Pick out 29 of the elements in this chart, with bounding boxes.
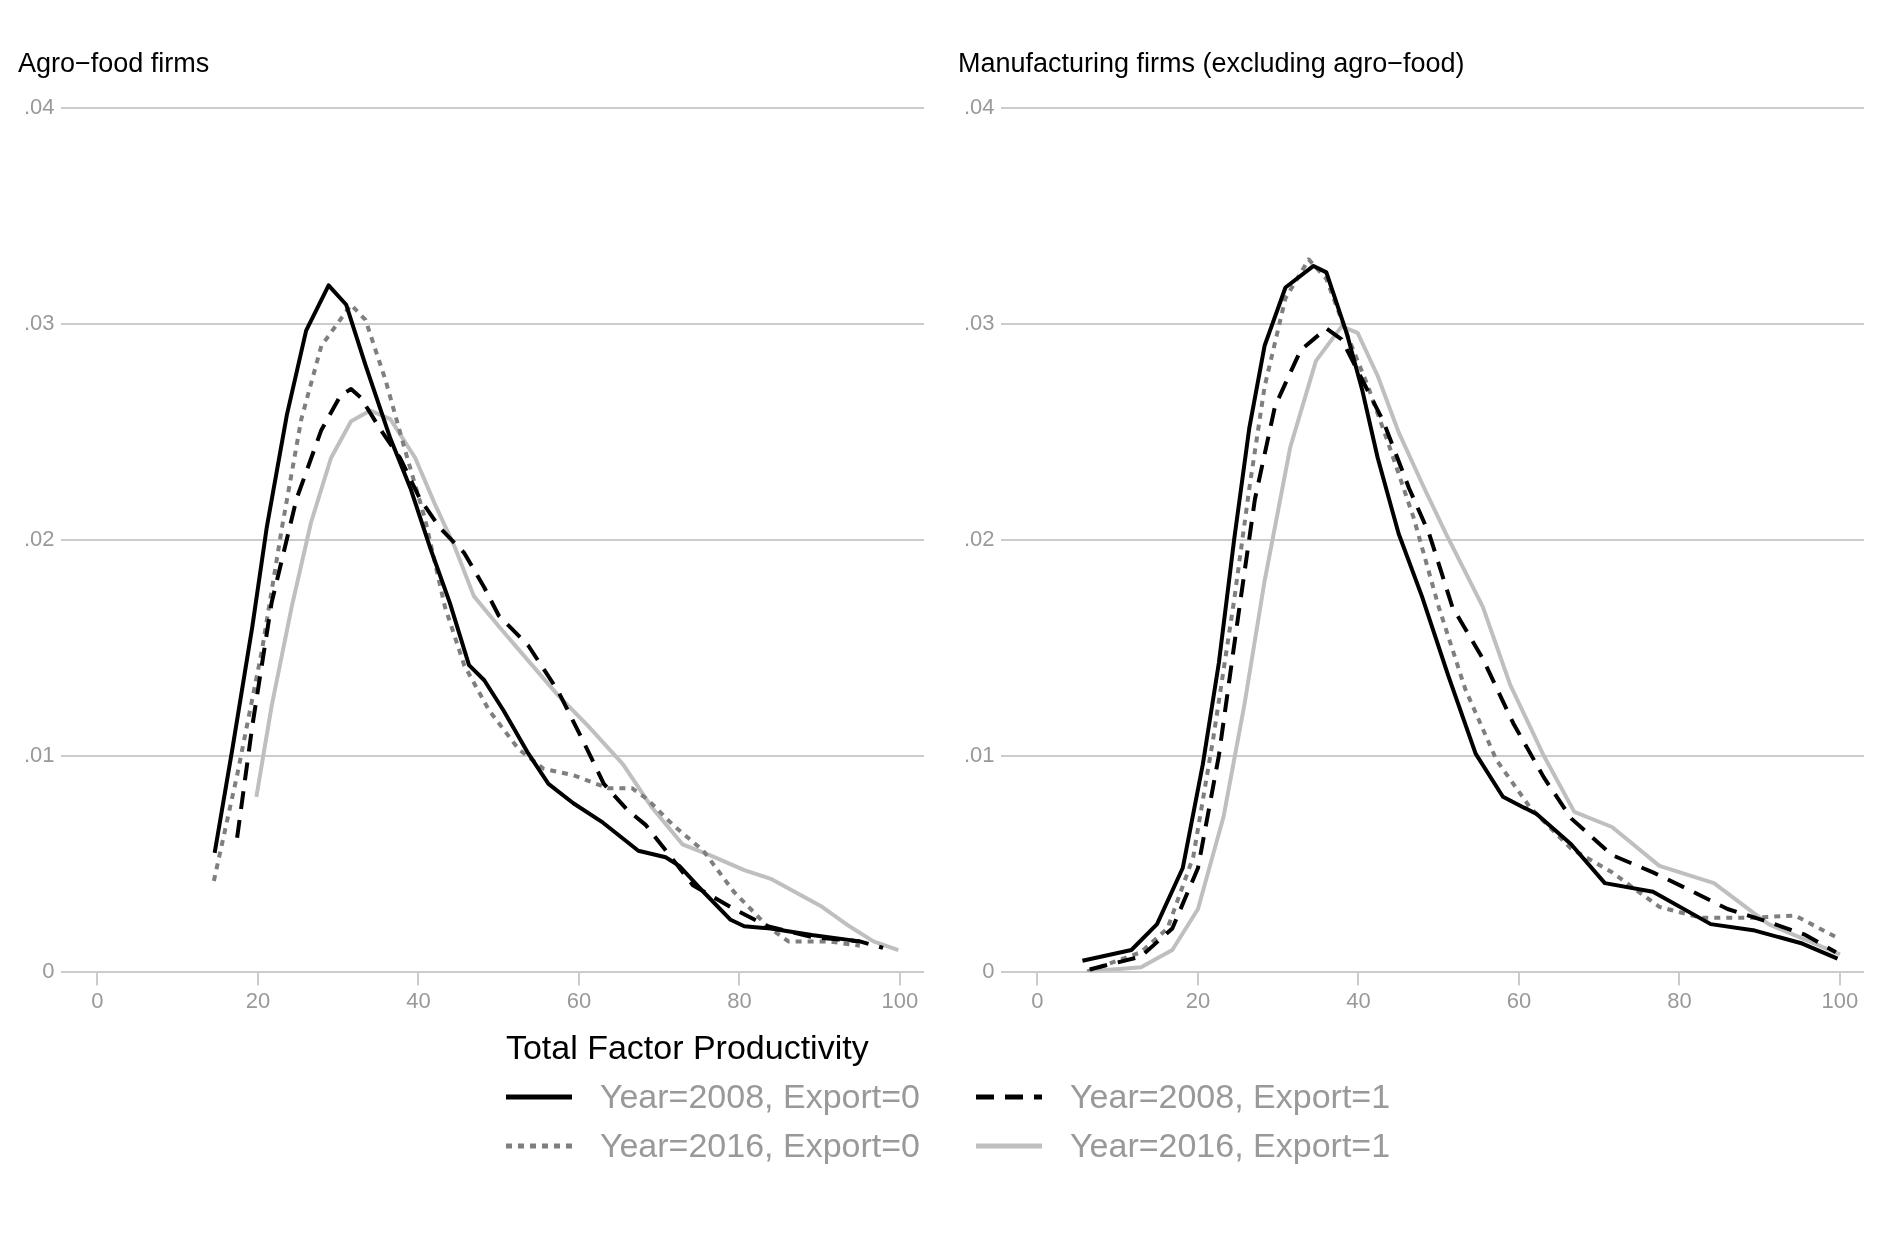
legend-label: Year=2008, Export=0 — [599, 1077, 920, 1116]
x-tick-label: 60 — [566, 987, 592, 1013]
y-tick-label: .03 — [23, 310, 55, 336]
y-tick-label: .02 — [963, 526, 995, 552]
y-tick-label: .04 — [23, 94, 55, 120]
y-tick-label: 0 — [42, 957, 55, 983]
legend-title: Total Factor Productivity — [505, 1028, 870, 1067]
y-tick-label: 0 — [982, 957, 995, 983]
x-tick-label: 20 — [1185, 987, 1211, 1013]
y-tick-label: .01 — [23, 741, 55, 767]
x-tick-label: 100 — [881, 987, 919, 1013]
x-tick-label: 40 — [1346, 987, 1371, 1013]
y-tick-label: .01 — [963, 741, 995, 767]
x-tick-label: 0 — [91, 987, 104, 1013]
y-tick-label: .03 — [963, 310, 995, 336]
x-tick-label: 100 — [1821, 987, 1859, 1013]
legend-label: Year=2016, Export=1 — [1070, 1126, 1391, 1165]
legend-label: Year=2008, Export=1 — [1070, 1077, 1391, 1116]
y-tick-label: .04 — [963, 94, 995, 120]
legend-label: Year=2016, Export=0 — [599, 1126, 920, 1165]
chart-title: Manufacturing firms (excluding agro−food) — [958, 47, 1465, 78]
x-tick-label: 20 — [245, 987, 271, 1013]
x-tick-label: 60 — [1506, 987, 1532, 1013]
y-tick-label: .02 — [23, 526, 55, 552]
x-tick-label: 40 — [406, 987, 431, 1013]
x-tick-label: 80 — [1667, 987, 1692, 1013]
x-tick-label: 0 — [1031, 987, 1044, 1013]
x-tick-label: 80 — [727, 987, 752, 1013]
chart-title: Agro−food firms — [18, 47, 210, 78]
